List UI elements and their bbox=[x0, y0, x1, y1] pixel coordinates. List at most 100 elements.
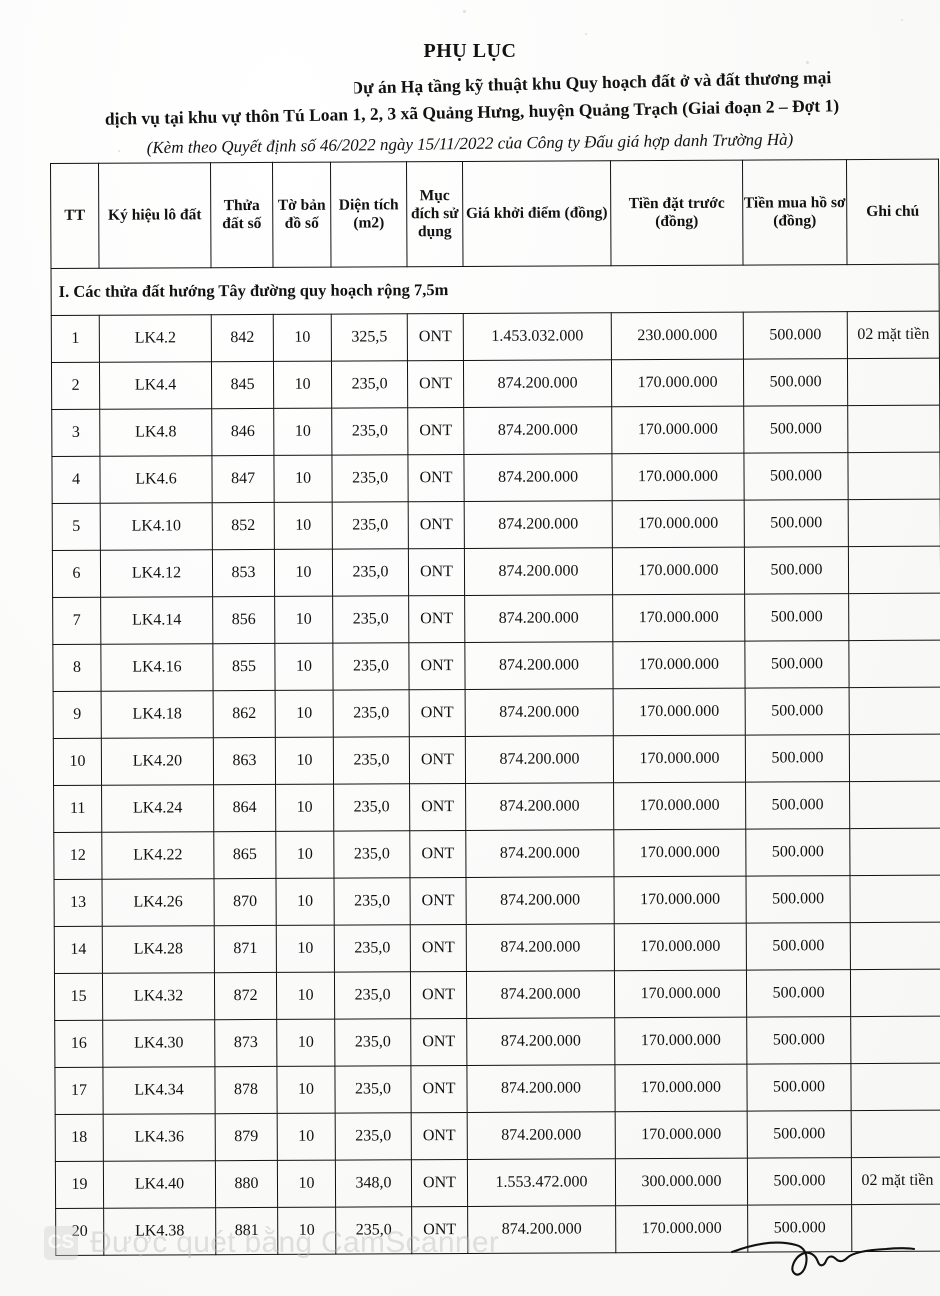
cell-parcel: 865 bbox=[213, 831, 276, 879]
cell-start-price: 874.200.000 bbox=[467, 1111, 616, 1160]
table-row: 19 LK4.40 880 10 348,0 ONT 1.553.472.000 300.00… bbox=[55, 1157, 940, 1209]
cell-dossier-fee: 500.000 bbox=[745, 734, 850, 783]
cell-note bbox=[849, 687, 940, 735]
cell-lot: LK4.32 bbox=[102, 972, 215, 1021]
table-row: 18 LK4.36 879 10 235,0 ONT 874.200.000 170.000.… bbox=[55, 1110, 940, 1162]
cell-lot: LK4.16 bbox=[100, 643, 214, 692]
cell-map-sheet: 10 bbox=[277, 1160, 336, 1208]
cell-area: 235,0 bbox=[334, 924, 411, 973]
cell-purpose: ONT bbox=[411, 1206, 468, 1254]
cell-area: 235,0 bbox=[334, 1018, 411, 1067]
table-row: 14 LK4.28 871 10 235,0 ONT 874.200.000 170.000.… bbox=[54, 922, 940, 974]
cell-map-sheet: 10 bbox=[273, 314, 332, 362]
cell-deposit: 170.000.000 bbox=[612, 594, 745, 642]
cell-note bbox=[848, 546, 940, 594]
cell-map-sheet: 10 bbox=[277, 1113, 336, 1161]
cell-parcel: 855 bbox=[212, 643, 276, 691]
table-row: 13 LK4.26 870 10 235,0 ONT 874.200.000 170.000.… bbox=[54, 875, 940, 927]
cell-purpose: ONT bbox=[408, 595, 465, 643]
cell-start-price: 1.553.472.000 bbox=[467, 1158, 616, 1207]
column-header-parcel: Thửa đất số bbox=[210, 162, 274, 268]
cell-tt: 4 bbox=[51, 456, 101, 504]
cell-lot: LK4.12 bbox=[100, 549, 213, 598]
column-header-map-sheet: Tờ bản đồ số bbox=[272, 162, 332, 268]
cell-map-sheet: 10 bbox=[275, 878, 335, 926]
cell-parcel: 862 bbox=[213, 690, 276, 738]
cell-deposit: 170.000.000 bbox=[614, 1064, 748, 1112]
cell-deposit: 170.000.000 bbox=[614, 970, 747, 1018]
cell-tt: 18 bbox=[55, 1114, 104, 1162]
cell-deposit: 170.000.000 bbox=[613, 782, 746, 830]
cell-deposit: 170.000.000 bbox=[614, 923, 747, 971]
scan-speck bbox=[901, 19, 903, 21]
cell-start-price: 874.200.000 bbox=[465, 735, 614, 784]
cell-area: 235,0 bbox=[333, 736, 410, 785]
cell-dossier-fee: 500.000 bbox=[743, 358, 848, 407]
cell-purpose: ONT bbox=[407, 360, 464, 408]
cell-start-price: 874.200.000 bbox=[466, 1064, 616, 1113]
cell-start-price: 874.200.000 bbox=[463, 359, 612, 408]
cell-area: 235,0 bbox=[333, 877, 411, 926]
cell-lot: LK4.30 bbox=[102, 1019, 215, 1068]
cell-note: 02 mặt tiền bbox=[847, 311, 940, 359]
cell-start-price: 874.200.000 bbox=[465, 688, 614, 737]
cell-purpose: ONT bbox=[409, 783, 466, 831]
land-parcel-table-container: TT Ký hiệu lô đất Thửa đất số Tờ bản đồ … bbox=[50, 159, 940, 1256]
cell-lot: LK4.24 bbox=[101, 784, 214, 833]
cell-tt: 1 bbox=[51, 315, 100, 363]
cell-map-sheet: 10 bbox=[274, 549, 333, 597]
cell-area: 325,5 bbox=[331, 313, 408, 362]
cell-tt: 17 bbox=[54, 1067, 104, 1115]
table-row: 17 LK4.34 878 10 235,0 ONT 874.200.000 170.000.… bbox=[54, 1063, 940, 1115]
cell-tt: 8 bbox=[52, 644, 102, 692]
cell-lot: LK4.36 bbox=[103, 1113, 216, 1162]
cell-note bbox=[850, 969, 940, 1017]
scan-speck bbox=[118, 150, 120, 152]
cell-purpose: ONT bbox=[407, 454, 465, 502]
cell-tt: 16 bbox=[54, 1020, 103, 1068]
cell-dossier-fee: 500.000 bbox=[744, 640, 850, 689]
cell-deposit: 170.000.000 bbox=[613, 876, 747, 924]
table-row: 7 LK4.14 856 10 235,0 ONT 874.200.000 170.000.0… bbox=[52, 593, 940, 645]
cell-lot: LK4.34 bbox=[102, 1066, 216, 1115]
scan-speck bbox=[806, 61, 809, 64]
cell-deposit: 170.000.000 bbox=[615, 1205, 748, 1253]
cell-purpose: ONT bbox=[408, 501, 465, 549]
cell-purpose: ONT bbox=[410, 1018, 467, 1066]
cell-dossier-fee: 500.000 bbox=[745, 875, 851, 924]
cell-tt: 5 bbox=[52, 503, 101, 551]
cell-parcel: 880 bbox=[215, 1160, 278, 1208]
cell-start-price: 874.200.000 bbox=[464, 641, 614, 690]
cell-parcel: 847 bbox=[211, 455, 275, 503]
cell-start-price: 874.200.000 bbox=[463, 453, 613, 502]
cell-purpose: ONT bbox=[408, 642, 466, 690]
cell-parcel: 842 bbox=[211, 314, 274, 362]
cell-deposit: 170.000.000 bbox=[612, 547, 745, 595]
table-row: 12 LK4.22 865 10 235,0 ONT 874.200.000 170.000.… bbox=[53, 828, 940, 880]
cell-purpose: ONT bbox=[409, 689, 466, 737]
cell-purpose: ONT bbox=[410, 971, 467, 1019]
cell-note bbox=[848, 499, 940, 547]
cell-area: 235,0 bbox=[334, 971, 411, 1020]
cell-note bbox=[847, 452, 940, 500]
cell-purpose: ONT bbox=[411, 1159, 468, 1207]
cell-parcel: 863 bbox=[213, 737, 276, 785]
cell-deposit: 170.000.000 bbox=[611, 359, 744, 407]
cell-tt: 12 bbox=[53, 832, 103, 880]
cell-purpose: ONT bbox=[407, 313, 464, 361]
cell-area: 235,0 bbox=[335, 1206, 412, 1255]
cell-parcel: 856 bbox=[212, 596, 275, 644]
cell-tt: 6 bbox=[52, 550, 101, 598]
cell-tt: 14 bbox=[54, 926, 103, 974]
table-row: 9 LK4.18 862 10 235,0 ONT 874.200.000 170.000.0… bbox=[53, 687, 940, 739]
cell-purpose: ONT bbox=[409, 736, 466, 784]
cell-dossier-fee: 500.000 bbox=[744, 499, 849, 548]
cell-deposit: 230.000.000 bbox=[611, 312, 744, 360]
table-row: 8 LK4.16 855 10 235,0 ONT 874.200.000 170.000.0… bbox=[52, 640, 940, 692]
cell-area: 235,0 bbox=[331, 407, 408, 456]
cell-note bbox=[850, 922, 940, 970]
cell-deposit: 300.000.000 bbox=[615, 1158, 748, 1206]
cell-parcel: 871 bbox=[214, 925, 277, 973]
cell-map-sheet: 10 bbox=[274, 596, 333, 644]
document-heading: PHỤ LỤC quyền sử dụng 40 thửa đất ở tại … bbox=[0, 0, 940, 157]
